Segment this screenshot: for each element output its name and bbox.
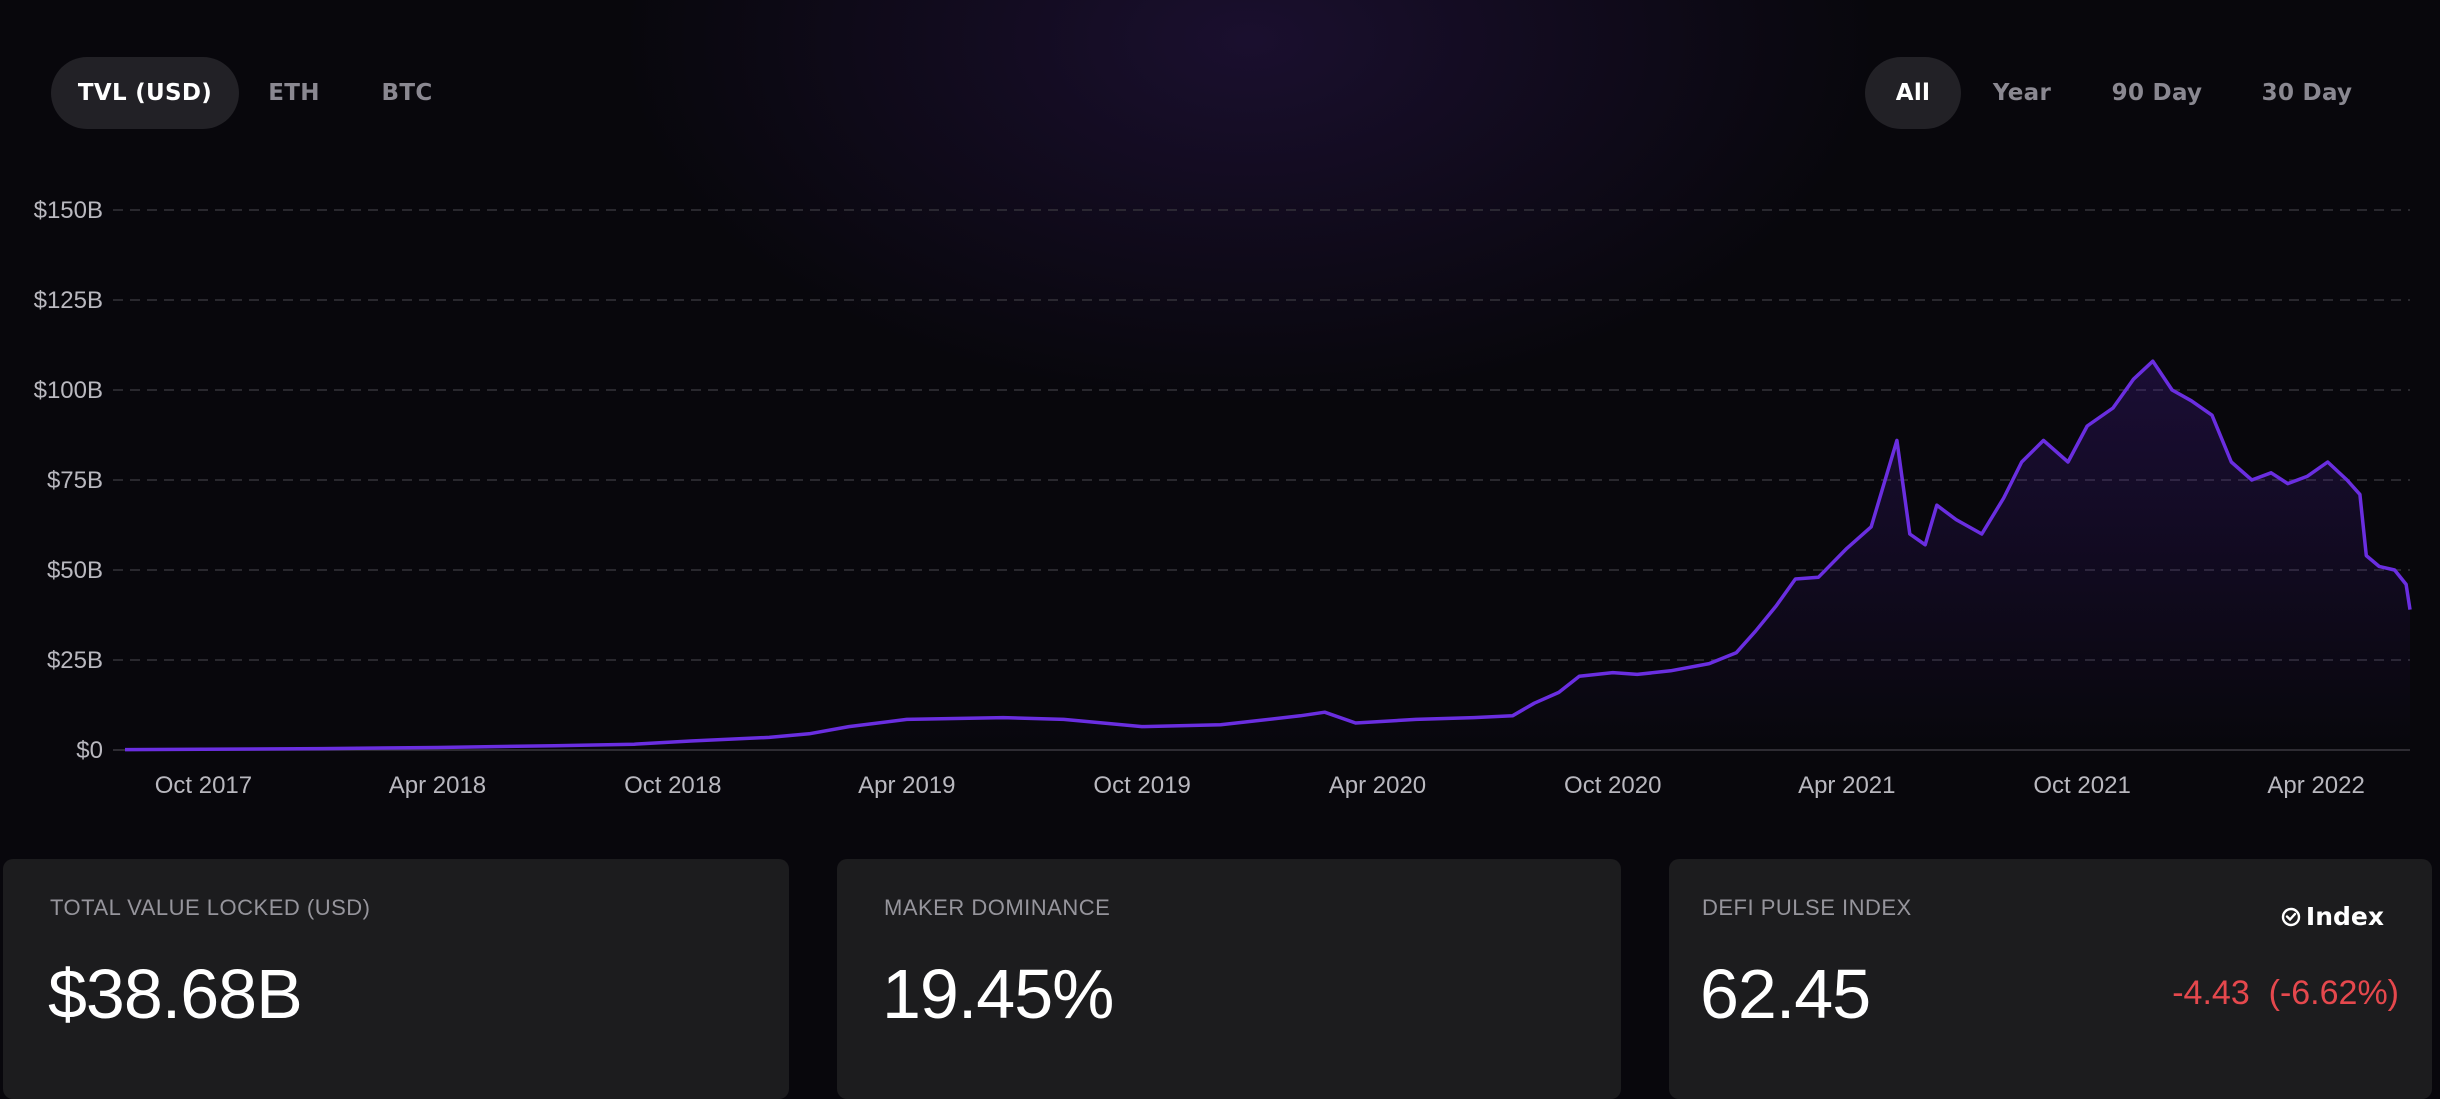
series-line <box>124 359 2412 752</box>
y-tick-label: $25B <box>47 647 103 674</box>
y-tick-label: $50B <box>47 557 103 584</box>
x-tick-label: Apr 2021 <box>1798 772 1895 799</box>
x-tick-label: Oct 2019 <box>1093 772 1190 799</box>
tab-year[interactable]: Year <box>1992 80 2052 106</box>
x-tick-label: Oct 2021 <box>2033 772 2130 799</box>
defi-pulse-index-title: DEFI PULSE INDEX <box>1702 895 1912 920</box>
defi-pulse-index-value: 62.45 <box>1700 955 1871 1033</box>
index-badge[interactable]: Index <box>2280 902 2384 931</box>
y-tick-label: $100B <box>34 377 103 404</box>
x-tick-label: Oct 2018 <box>624 772 721 799</box>
tab-30-day[interactable]: 30 Day <box>2261 80 2353 106</box>
index-badge-label: Index <box>2305 902 2384 931</box>
x-tick-label: Apr 2022 <box>2267 772 2364 799</box>
x-tick-label: Oct 2017 <box>155 772 252 799</box>
y-tick-label: $75B <box>47 467 103 494</box>
timerange-tabs: All Year 90 Day 30 Day <box>1865 57 2383 129</box>
x-axis-labels: Oct 2017 Apr 2018 Oct 2018 Apr 2019 Oct 2019… <box>155 772 2365 799</box>
tvl-line-chart: $0 $25B $50B $75B $100B $125B $150B Oct 2017 Ap… <box>34 197 2412 799</box>
y-tick-label: $150B <box>34 197 103 224</box>
tvl-card: TOTAL VALUE LOCKED (USD) $38.68B <box>3 859 789 1099</box>
defi-pulse-index-change: -4.43 (-6.62%) <box>2172 974 2399 1012</box>
y-tick-label: $125B <box>34 287 103 314</box>
maker-dominance-title: MAKER DOMINANCE <box>884 895 1111 920</box>
x-tick-label: Apr 2018 <box>389 772 486 799</box>
x-tick-label: Apr 2020 <box>1329 772 1426 799</box>
defi-pulse-index-card: DEFI PULSE INDEX Index 62.45 -4.43 (-6.6… <box>1669 859 2432 1099</box>
series-area <box>125 361 2410 750</box>
tab-eth[interactable]: ETH <box>268 80 320 106</box>
x-tick-label: Oct 2020 <box>1564 772 1661 799</box>
tab-all[interactable]: All <box>1865 57 1961 129</box>
maker-dominance-value: 19.45% <box>882 955 1114 1033</box>
tvl-card-title: TOTAL VALUE LOCKED (USD) <box>50 895 371 920</box>
x-tick-label: Apr 2019 <box>858 772 955 799</box>
maker-dominance-card: MAKER DOMINANCE 19.45% <box>837 859 1621 1099</box>
y-tick-label: $0 <box>76 737 103 764</box>
index-logo-icon <box>2281 907 2301 926</box>
tab-90-day[interactable]: 90 Day <box>2111 80 2203 106</box>
tab-btc[interactable]: BTC <box>381 80 433 106</box>
tvl-card-value: $38.68B <box>48 955 303 1033</box>
tab-tvl-usd[interactable]: TVL (USD) <box>51 57 239 129</box>
currency-tabs: TVL (USD) ETH BTC <box>51 57 465 129</box>
y-axis-labels: $0 $25B $50B $75B $100B $125B $150B <box>34 197 103 764</box>
